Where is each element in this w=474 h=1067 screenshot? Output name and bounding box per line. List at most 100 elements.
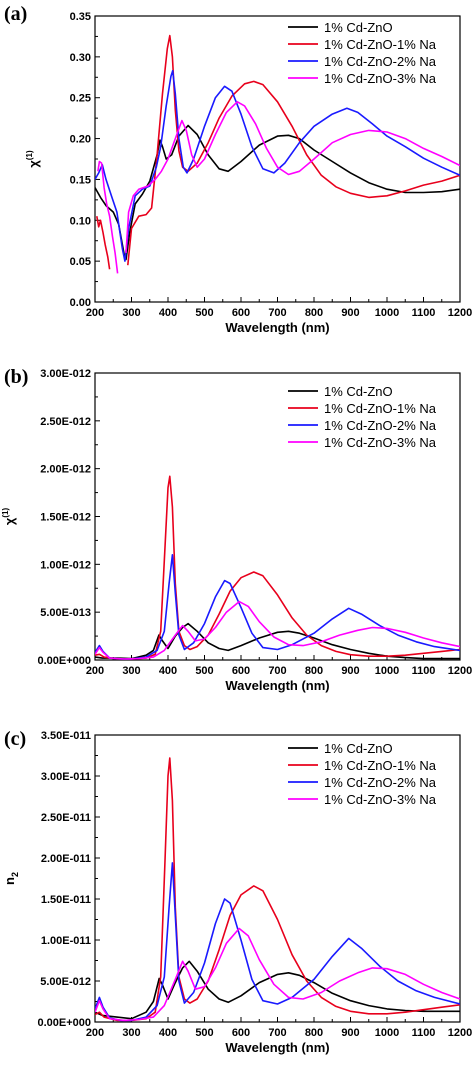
y-tick-label: 0.20 xyxy=(70,134,91,146)
series-line-1 xyxy=(95,622,460,660)
panel-a: (a) 200 300 400 500 600 700 800 900 1000 1100 1200 0… xyxy=(4,3,472,335)
x-tick-label: 800 xyxy=(305,1027,323,1039)
x-tick-label: 1000 xyxy=(375,1027,399,1039)
x-axis-label: Wavelength (nm) xyxy=(225,1040,329,1055)
y-axis-label: χ(1) xyxy=(1,508,17,526)
y-tick-label: 5.00E-013 xyxy=(40,607,91,619)
x-tick-label: 1200 xyxy=(448,307,472,319)
y-tick-label: 0.15 xyxy=(70,174,91,186)
legend: 1% Cd-ZnO 1% Cd-ZnO-1% Na 1% Cd-ZnO-2% Na 1… xyxy=(288,384,437,450)
y-tick-label: 3.50E-011 xyxy=(41,730,91,742)
x-tick-label: 600 xyxy=(232,665,250,677)
legend-label: 1% Cd-ZnO-2% Na xyxy=(324,54,437,69)
x-tick-label: 600 xyxy=(232,1027,250,1039)
series-line-4 xyxy=(95,600,460,660)
y-tick-label: 2.50E-011 xyxy=(41,812,91,824)
y-axis-label-sup: (1) xyxy=(1,508,10,518)
y-tick-label: 0.05 xyxy=(70,256,91,268)
y-tick-label: 3.00E-011 xyxy=(41,771,91,783)
legend-label: 1% Cd-ZnO-1% Na xyxy=(324,758,437,773)
x-tick-label: 400 xyxy=(159,1027,177,1039)
plot-frame xyxy=(94,372,461,661)
y-tick-label: 0.35 xyxy=(70,11,91,23)
x-tick-label: 1000 xyxy=(375,665,399,677)
x-tick-label: 400 xyxy=(159,665,177,677)
y-axis-label: χ(1) xyxy=(25,150,41,168)
y-tick-label: 2.50E-012 xyxy=(40,416,91,428)
y-axis-label-main: χ xyxy=(2,517,17,525)
x-tick-label: 1000 xyxy=(375,307,399,319)
y-tick-label: 0.30 xyxy=(70,52,91,64)
y-tick-label: 2.00E-011 xyxy=(41,853,91,865)
series-line-4-seg2 xyxy=(125,101,460,254)
panel-b: (b) 200 300 400 500 600 700 800 900 1000 1100 1200 0… xyxy=(1,366,472,693)
legend-label: 1% Cd-ZnO-1% Na xyxy=(324,37,437,52)
y-axis-label-sup: (1) xyxy=(25,150,34,160)
series-line-3 xyxy=(95,862,460,1022)
x-tick-label: 1100 xyxy=(412,665,436,677)
x-tick-label: 900 xyxy=(341,307,359,319)
x-tick-label: 200 xyxy=(86,1027,104,1039)
y-tick-label: 1.00E-011 xyxy=(41,935,91,947)
series-line-3 xyxy=(95,69,460,262)
y-axis-label-main: χ xyxy=(26,160,41,168)
x-tick-label: 300 xyxy=(122,1027,140,1039)
series-line-2-seg2 xyxy=(127,34,460,266)
legend-label: 1% Cd-ZnO-2% Na xyxy=(324,418,437,433)
legend-label: 1% Cd-ZnO xyxy=(324,741,393,756)
x-tick-label: 700 xyxy=(268,1027,286,1039)
panel-label: (b) xyxy=(4,366,28,388)
y-tick-label: 0.00E+000 xyxy=(37,655,91,667)
series-lines xyxy=(95,34,460,274)
x-tick-label: 800 xyxy=(305,307,323,319)
y-tick-label: 0.00 xyxy=(70,297,91,309)
x-tick-label: 700 xyxy=(268,307,286,319)
y-tick-label: 0.25 xyxy=(70,93,91,105)
series-lines xyxy=(95,757,460,1022)
x-tick-label: 700 xyxy=(268,665,286,677)
y-tick-label: 0.00E+000 xyxy=(37,1017,91,1029)
x-tick-label: 300 xyxy=(122,307,140,319)
x-tick-label: 400 xyxy=(159,307,177,319)
x-tick-label: 200 xyxy=(86,665,104,677)
legend-label: 1% Cd-ZnO-2% Na xyxy=(324,775,437,790)
legend-label: 1% Cd-ZnO-1% Na xyxy=(324,401,437,416)
x-tick-label: 300 xyxy=(122,665,140,677)
x-tick-label: 1200 xyxy=(448,1027,472,1039)
y-tick-label: 3.00E-012 xyxy=(40,368,91,380)
y-tick-label: 0.10 xyxy=(70,215,91,227)
x-tick-label: 200 xyxy=(86,307,104,319)
series-line-4-seg1 xyxy=(97,160,119,274)
y-tick-label: 2.00E-012 xyxy=(40,464,91,476)
x-tick-label: 1200 xyxy=(448,665,472,677)
series-line-1 xyxy=(95,124,460,261)
panel-label: (c) xyxy=(4,728,26,750)
x-tick-label: 500 xyxy=(195,1027,213,1039)
series-line-3 xyxy=(95,554,460,660)
y-axis-label: n2 xyxy=(2,872,20,885)
x-tick-label: 1100 xyxy=(412,307,436,319)
y-tick-label: 1.00E-012 xyxy=(40,559,91,571)
x-tick-label: 600 xyxy=(232,307,250,319)
y-tick-label: 1.50E-011 xyxy=(41,894,91,906)
legend-label: 1% Cd-ZnO-3% Na xyxy=(324,792,437,807)
x-tick-label: 900 xyxy=(341,665,359,677)
legend-label: 1% Cd-ZnO-3% Na xyxy=(324,435,437,450)
x-tick-label: 500 xyxy=(195,665,213,677)
x-tick-label: 1100 xyxy=(412,1027,436,1039)
legend-label: 1% Cd-ZnO xyxy=(324,20,393,35)
y-tick-label: 5.00E-012 xyxy=(40,976,91,988)
panel-c: (c) 200 300 400 500 600 700 800 900 1000 1100 1200 0… xyxy=(2,728,472,1055)
x-axis-label: Wavelength (nm) xyxy=(225,320,329,335)
panel-label: (a) xyxy=(4,3,27,25)
series-line-1 xyxy=(95,960,460,1020)
legend-label: 1% Cd-ZnO-3% Na xyxy=(324,71,437,86)
y-axis-label-main: n xyxy=(2,877,17,885)
series-line-2-seg1 xyxy=(96,216,111,270)
series-line-4 xyxy=(95,927,460,1022)
legend: 1% Cd-ZnO 1% Cd-ZnO-1% Na 1% Cd-ZnO-2% Na 1… xyxy=(288,20,437,86)
legend: 1% Cd-ZnO 1% Cd-ZnO-1% Na 1% Cd-ZnO-2% Na 1… xyxy=(288,741,437,807)
x-axis-label: Wavelength (nm) xyxy=(225,678,329,693)
x-tick-label: 900 xyxy=(341,1027,359,1039)
